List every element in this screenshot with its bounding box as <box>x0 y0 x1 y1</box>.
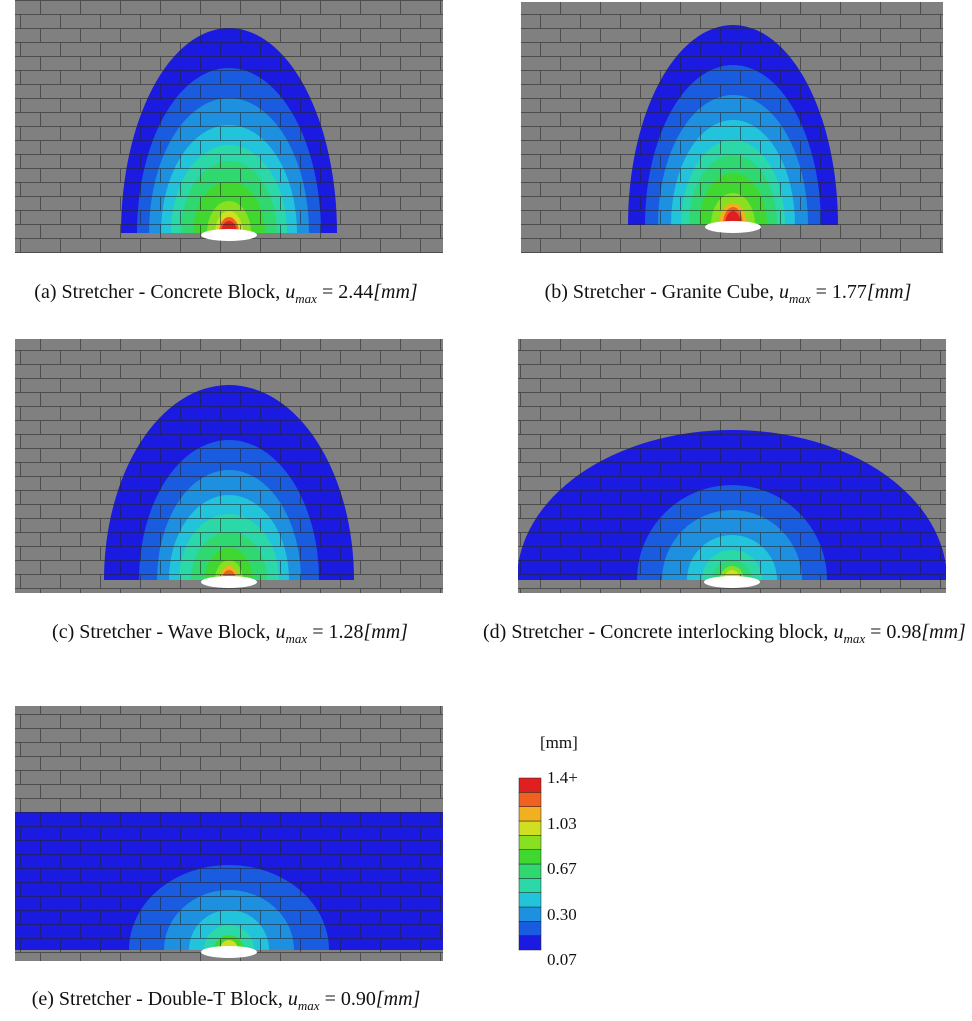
brick-lines <box>518 339 946 593</box>
opening <box>201 229 257 241</box>
caption-label: (d) Stretcher - Concrete interlocking bl… <box>483 621 829 643</box>
brick-lines <box>15 0 443 253</box>
wall-panel <box>15 339 443 593</box>
unit: [mm] <box>373 281 418 303</box>
relation: = <box>870 621 882 643</box>
variable: u <box>285 281 296 303</box>
caption-label: (a) Stretcher - Concrete Block, <box>34 281 281 303</box>
variable-subscript: max <box>843 631 866 646</box>
max-displacement: 1.77 <box>831 281 867 303</box>
variable: u <box>778 281 789 303</box>
variable-subscript: max <box>297 998 320 1013</box>
colorbar-band <box>518 835 542 850</box>
caption: (d) Stretcher - Concrete interlocking bl… <box>483 617 972 654</box>
colorbar-label: 1.4+ <box>547 768 578 787</box>
variable-subscript: max <box>788 291 811 306</box>
unit: [mm] <box>921 621 966 643</box>
relation: = <box>321 281 334 303</box>
wall-panel <box>15 0 443 253</box>
relation: = <box>312 621 324 643</box>
variable: u <box>275 621 286 643</box>
colorbar-band <box>518 806 542 822</box>
colorbar-band <box>518 820 542 836</box>
opening <box>201 576 257 588</box>
caption-label: (e) Stretcher - Double-T Block, <box>31 988 283 1010</box>
wall-panel <box>518 339 946 593</box>
caption-label: (c) Stretcher - Wave Block, <box>52 621 271 643</box>
colorbar-band <box>518 892 542 908</box>
colorbar-band <box>518 935 542 951</box>
brick-lines <box>15 706 443 961</box>
opening <box>704 576 760 588</box>
caption: (b) Stretcher - Granite Cube, umax = 1.7… <box>508 277 948 314</box>
colorbar-label: 0.07 <box>547 950 577 969</box>
opening <box>201 946 257 958</box>
variable-subscript: max <box>285 631 308 646</box>
wall-panel <box>15 706 443 961</box>
unit: [mm] <box>866 281 912 303</box>
relation: = <box>815 281 827 303</box>
caption: (c) Stretcher - Wave Block, umax = 1.28[… <box>15 617 445 654</box>
colorbar-band <box>518 921 542 936</box>
colorbar-band <box>518 906 542 922</box>
colorbar-band <box>518 792 542 807</box>
max-displacement: 0.98 <box>886 621 922 643</box>
relation: = <box>324 988 336 1010</box>
variable-subscript: max <box>295 291 317 306</box>
caption: (e) Stretcher - Double-T Block, umax = 0… <box>0 984 452 1021</box>
variable: u <box>833 621 844 643</box>
colorbar-label: 0.67 <box>547 859 577 878</box>
brick-lines <box>15 339 443 593</box>
colorbar-band <box>518 849 542 865</box>
max-displacement: 0.90 <box>340 988 376 1010</box>
unit: [mm] <box>363 621 408 643</box>
colorbar-label: 1.03 <box>547 813 577 833</box>
variable: u <box>287 988 298 1010</box>
colorbar-label: 0.30 <box>547 904 577 924</box>
max-displacement: 2.44 <box>338 281 374 303</box>
caption-label: (b) Stretcher - Granite Cube, <box>544 281 774 303</box>
colorbar-title: [mm] <box>540 733 578 752</box>
opening <box>705 221 761 233</box>
caption: (a) Stretcher - Concrete Block, umax = 2… <box>0 277 452 314</box>
colorbar-band <box>518 777 542 793</box>
max-displacement: 1.28 <box>328 621 364 643</box>
unit: [mm] <box>375 988 421 1010</box>
brick-lines <box>521 2 943 253</box>
colorbar-band <box>518 878 542 893</box>
colorbar-band <box>518 863 542 879</box>
wall-panel <box>521 2 943 253</box>
